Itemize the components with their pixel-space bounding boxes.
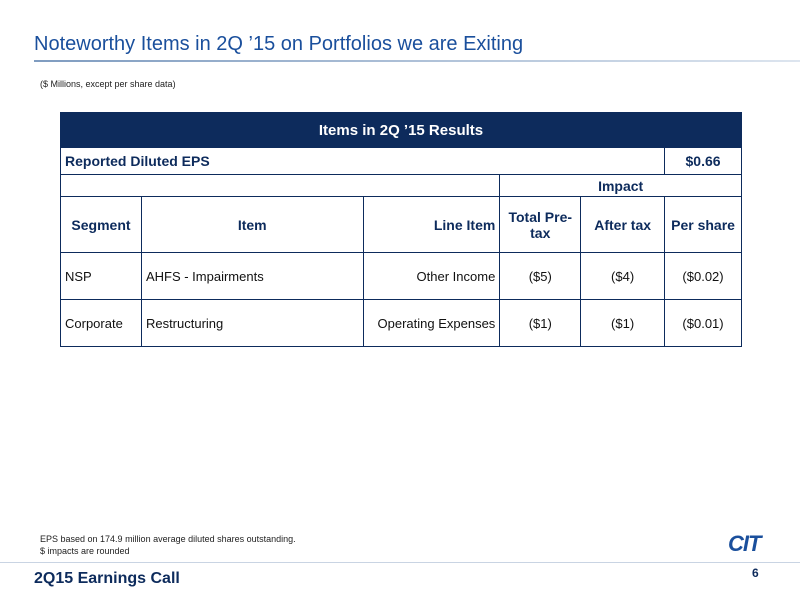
logo: CIT [728, 531, 761, 556]
table-cell: NSP [60, 252, 142, 300]
footnote: EPS based on 174.9 million average dilut… [40, 534, 296, 544]
footer-rule [0, 562, 800, 563]
table-cell: ($4) [580, 252, 666, 300]
table-cell: AHFS - Impairments [140, 252, 364, 300]
column-header: After tax [580, 196, 666, 253]
reported-label: Reported Diluted EPS [59, 147, 666, 175]
footer-event: 2Q15 Earnings Call [34, 570, 180, 587]
table-cell: ($1) [499, 299, 582, 347]
table-cell: Restructuring [140, 299, 364, 347]
column-header: Line Item [362, 196, 501, 253]
units-note: ($ Millions, except per share data) [40, 79, 176, 89]
column-header: Total Pre-tax [499, 196, 582, 253]
items-table: Items in 2Q ’15 Results Reported Diluted… [59, 112, 742, 347]
table-row: NSP AHFS - Impairments Other Income ($5) ($4… [60, 252, 742, 300]
table-row: Corporate Restructuring Operating Expenses… [60, 299, 742, 347]
page-number: 6 [752, 566, 759, 580]
table-cell: ($1) [580, 299, 666, 347]
title-rule [34, 60, 800, 62]
table-cell: ($0.02) [664, 252, 742, 300]
table-cell: Corporate [60, 299, 142, 347]
slide-title: Noteworthy Items in 2Q ’15 on Portfolios… [34, 33, 524, 55]
table-cell: ($0.01) [664, 299, 742, 347]
table-caption: Items in 2Q ’15 Results [60, 112, 742, 148]
table-cell: ($5) [499, 252, 582, 300]
blank-cell [59, 174, 501, 197]
group-header: Impact [499, 174, 742, 197]
table-cell: Operating Expenses [362, 299, 501, 347]
footnote: $ impacts are rounded [40, 546, 130, 556]
column-header: Segment [60, 196, 142, 253]
column-header: Item [140, 196, 364, 253]
reported-value: $0.66 [664, 147, 742, 175]
table-cell: Other Income [362, 252, 501, 300]
column-header: Per share [664, 196, 742, 253]
